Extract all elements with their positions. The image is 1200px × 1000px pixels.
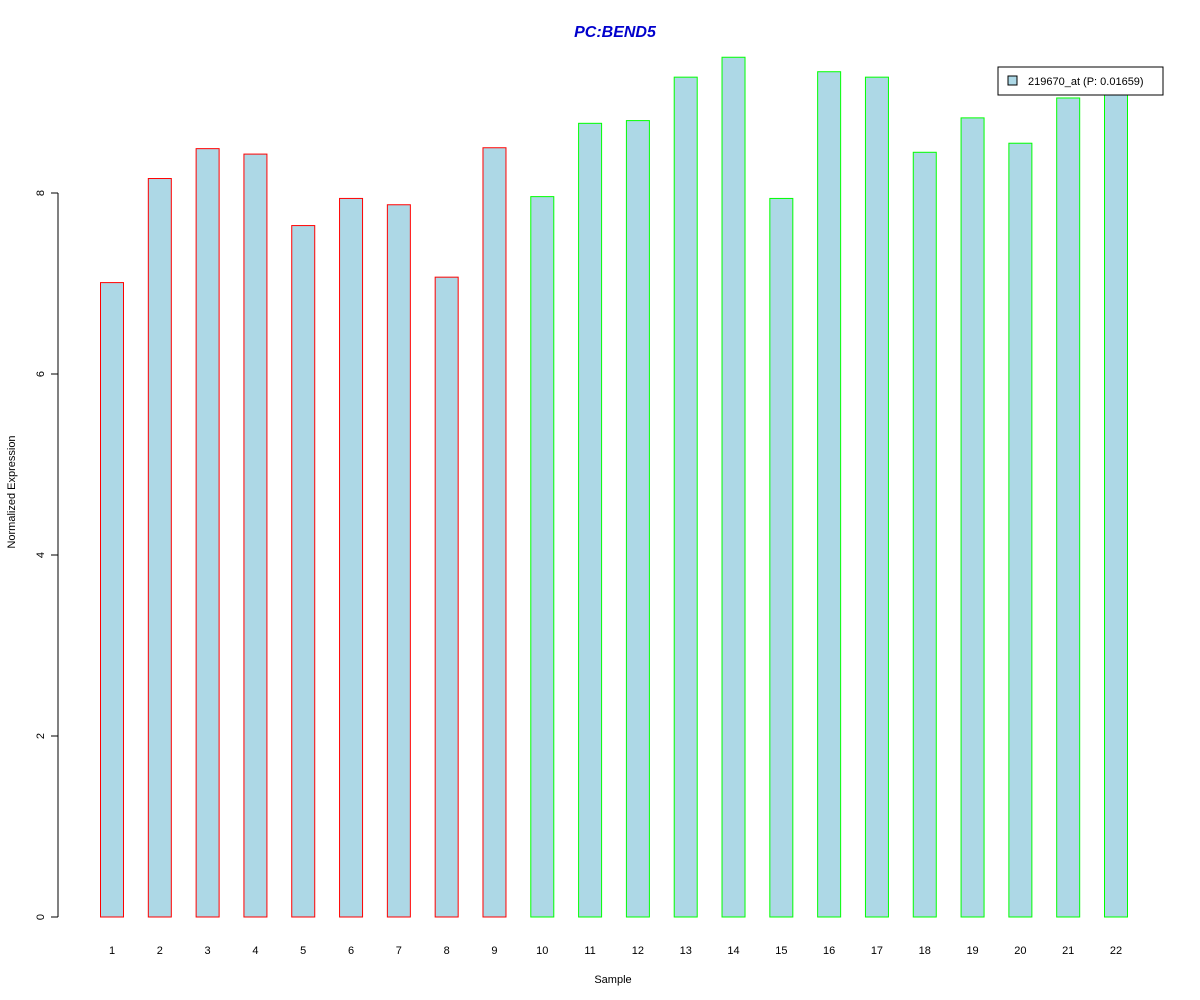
bar-sample-3 [195, 148, 220, 918]
x-axis-tick-label: 22 [1110, 945, 1122, 957]
x-axis-tick-label: 13 [680, 945, 692, 957]
bar-sample-8 [434, 276, 459, 918]
x-axis-tick-label: 4 [252, 945, 258, 957]
bar-sample-11 [578, 122, 603, 918]
x-axis-tick-label: 9 [491, 945, 497, 957]
bar-sample-1 [100, 282, 124, 918]
y-axis-tick-label: 8 [35, 190, 47, 196]
bar-sample-14 [721, 56, 746, 918]
x-axis-tick-label: 8 [444, 945, 450, 957]
x-axis-tick-label: 18 [919, 945, 931, 957]
x-axis-tick-label: 12 [632, 945, 644, 957]
bar-sample-15 [769, 197, 794, 918]
bar-sample-16 [817, 71, 842, 918]
bar-sample-5 [291, 225, 316, 918]
x-axis-tick-label: 2 [157, 945, 163, 957]
bar-sample-12 [625, 120, 650, 918]
x-axis-tick-label: 19 [966, 945, 978, 957]
y-axis-tick-label: 0 [35, 914, 47, 920]
bar-sample-2 [147, 178, 172, 918]
legend: 219670_at (P: 0.01659) [997, 66, 1164, 96]
x-axis-tick-label: 3 [205, 945, 211, 957]
x-axis-tick-label: 10 [536, 945, 548, 957]
legend-entry-label: 219670_at (P: 0.01659) [1028, 76, 1144, 88]
x-axis-tick-label: 5 [300, 945, 306, 957]
x-axis-tick-label: 17 [871, 945, 883, 957]
x-axis-tick-label: 6 [348, 945, 354, 957]
y-axis-tick-label: 4 [35, 552, 47, 558]
bar-sample-18 [912, 151, 937, 918]
bar-sample-7 [386, 204, 411, 918]
chart-title: PC:BEND5 [574, 24, 657, 41]
y-axis-label: Normalized Expression [6, 435, 18, 548]
x-axis-tick-labels: 1 2 3 4 5 6 7 8 9 10 11 12 13 14 15 16 17 18 19 20 21 22 [109, 945, 1122, 957]
bar-sample-13 [673, 76, 698, 918]
y-axis-tick-label: 6 [35, 371, 47, 377]
x-axis-tick-label: 14 [727, 945, 739, 957]
x-axis-tick-label: 1 [109, 945, 115, 957]
bar-sample-9 [482, 147, 507, 918]
bar-sample-21 [1056, 97, 1081, 918]
legend-box [997, 66, 1164, 96]
y-axis-tick-label: 2 [35, 733, 47, 739]
x-axis-tick-label: 16 [823, 945, 835, 957]
bar-sample-6 [339, 197, 364, 918]
bar-sample-22 [1104, 91, 1128, 918]
bar-sample-10 [530, 196, 555, 918]
bar-sample-19 [960, 117, 985, 918]
x-axis-tick-label: 15 [775, 945, 787, 957]
legend-swatch [1007, 75, 1018, 86]
x-axis-tick-label: 21 [1062, 945, 1074, 957]
x-axis-tick-label: 7 [396, 945, 402, 957]
bar-sample-20 [1008, 142, 1033, 918]
bar-sample-17 [864, 76, 889, 918]
y-axis: 0 2 4 6 8 [35, 190, 59, 920]
x-axis-label: Sample [594, 974, 631, 986]
x-axis-tick-label: 11 [584, 945, 595, 957]
bar-sample-4 [243, 153, 268, 918]
x-axis-tick-label: 20 [1014, 945, 1026, 957]
bar-series [100, 56, 1128, 918]
